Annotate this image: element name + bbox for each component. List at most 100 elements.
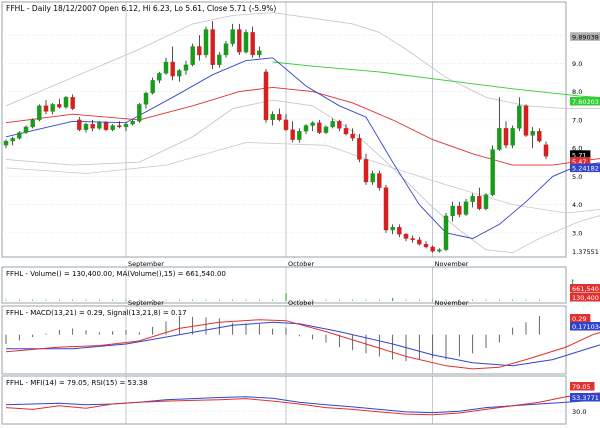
price-tick-label: 3.0 [572,229,582,237]
candle-body [43,105,49,112]
ma-long-line [272,61,600,99]
volume-pane-frame [1,266,567,304]
candle-body [397,227,402,235]
price-value-label: 9.89038 [572,33,599,41]
candle-body [150,80,155,94]
candle-body [77,119,82,130]
price-value-label-bg [570,163,600,173]
candle-body [163,61,169,74]
candle-body [317,122,322,133]
candle-body [10,138,15,142]
candle-body [190,46,195,65]
candle-body [377,173,382,188]
candle-body [103,122,109,130]
candle-body [137,104,142,122]
price-tick-label: 7.0 [572,116,582,124]
candle-body [3,140,9,146]
candle-body [457,205,462,215]
candle-body [510,128,515,146]
price-value-label-bg [570,247,600,256]
month-label: November [435,299,469,307]
candle-body [417,239,422,245]
candle-body [503,128,509,146]
candle-body [537,131,542,142]
candle-body [217,54,222,65]
candle-body [370,173,375,183]
candle-body [463,201,469,215]
candle-body [223,43,229,56]
candle-body [57,104,62,108]
month-label: November [435,260,469,268]
volume-label: 130,400 [572,294,599,302]
month-label: October [288,260,314,268]
candle-body [157,73,162,81]
volume-ma-label-bg [570,284,600,293]
candle-body [450,205,455,217]
candle-body [50,104,55,112]
candle-body [83,123,89,130]
month-label: September [128,260,164,268]
price-value-label: 7.60203 [572,98,599,106]
candle-body [70,97,75,109]
candle-body [203,29,209,56]
candle-body [297,131,302,140]
candle-body [170,61,175,77]
candle-body [277,114,282,121]
candle-body [323,126,329,133]
price-chart-title: FFHL - Daily 18/12/2007 Open 6.12, Hi 6.… [6,4,276,13]
price-band-outer-line [5,142,600,214]
candle-body [110,125,115,130]
month-label: October [288,299,314,307]
candle-body [263,71,269,121]
candle-body [97,122,102,129]
candle-body [177,70,182,77]
candle-body [517,105,522,129]
volume-ma-label: 661,540 [572,285,599,293]
rsi-value-label-bg [570,393,600,402]
candle-body [477,195,482,209]
candle-body [437,249,442,252]
candle-body [130,121,135,125]
candle-body [257,50,262,56]
candle-body [183,64,189,71]
candle-body [530,131,535,136]
candle-body [303,125,309,132]
candle-body [30,119,35,128]
price-value-label-bg [570,150,591,159]
candle-body [363,159,369,183]
candle-body [423,243,429,248]
macd-line [5,319,600,370]
candle-body [430,246,435,252]
candle-body [63,97,69,108]
ma-mid-line [5,86,600,166]
candle-body [497,128,502,150]
volume-label-bg [570,293,600,302]
price-tick-label: 4.0 [572,201,582,209]
price-value-label: 5.24182 [572,165,599,173]
candle-body [123,123,129,128]
candle-body [523,105,529,136]
candle-body [410,238,415,241]
bollinger-lower-line [5,99,600,254]
candle-body [343,128,349,135]
candle-body [37,105,42,121]
price-value-label: 5.47 [572,158,586,166]
candle-body [357,138,362,160]
candle-body [250,32,255,56]
candle-body [350,133,355,139]
candle-body [443,215,449,250]
mfi-tick-label: 30.0 [572,408,586,416]
candle-body [543,144,549,157]
candle-body [90,123,95,129]
candle-body [470,195,475,202]
mfi-value-label: 79.05 [572,383,591,391]
macd-signal-line [6,321,600,367]
candle-body [390,227,395,231]
candle-body [230,29,235,44]
candle-body [237,29,242,53]
month-label: September [128,299,164,307]
candle-body [483,194,489,209]
mfi-value-label-bg [570,382,595,391]
candle-body [117,125,122,128]
price-value-label-bg [570,96,600,106]
